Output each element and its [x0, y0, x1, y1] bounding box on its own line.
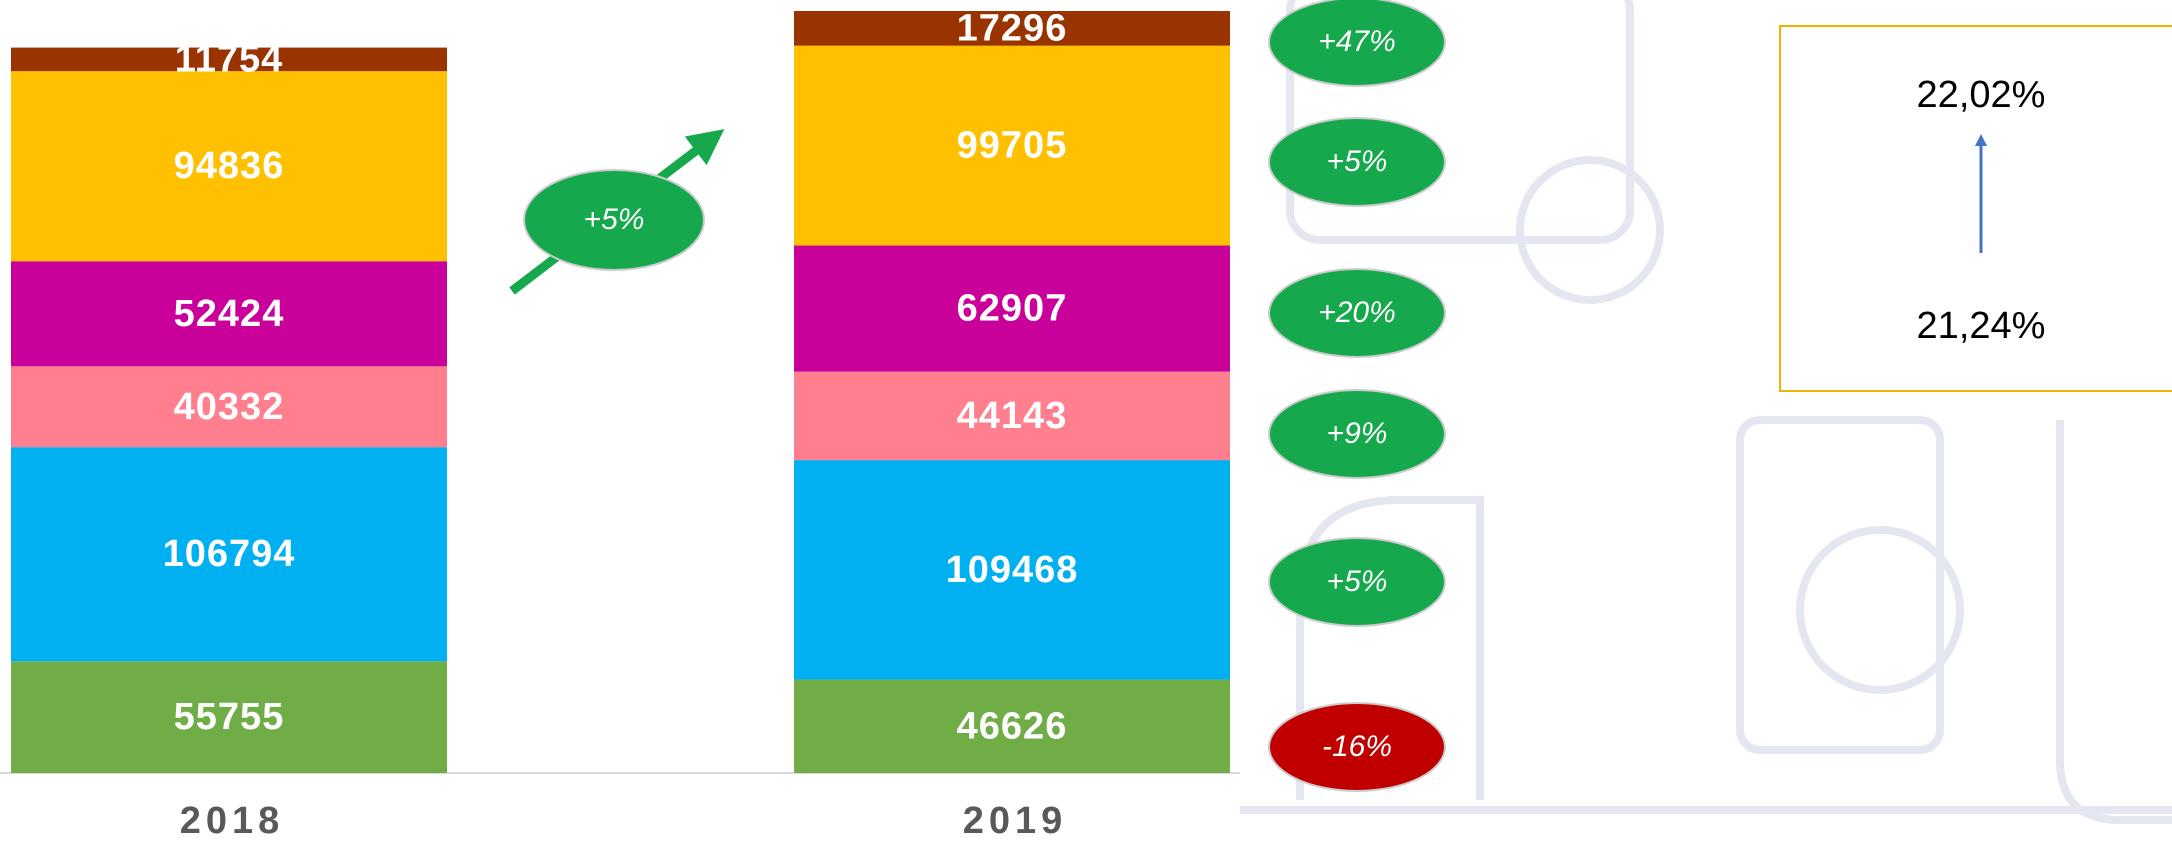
change-label: +5% [1327, 145, 1388, 178]
change-badge [1268, 0, 1446, 87]
data-label: 94836 [174, 145, 285, 187]
data-label: 46626 [957, 705, 1068, 747]
change-label: +5% [1327, 565, 1388, 598]
bar-segment [11, 47, 447, 72]
change-label: +9% [1327, 417, 1388, 450]
bar-segment [794, 45, 1230, 246]
data-label: 109468 [946, 549, 1079, 591]
change-badge [1268, 702, 1446, 792]
change-badge [1268, 117, 1446, 207]
bar-segment [794, 460, 1230, 680]
change-label: +47% [1318, 25, 1396, 58]
data-label: 52424 [174, 293, 285, 335]
data-label: 44143 [957, 395, 1068, 437]
bar-segment [11, 366, 447, 448]
x-tick-label: 2019 [963, 800, 1068, 842]
change-badge [1268, 389, 1446, 479]
bar-segment [794, 11, 1230, 46]
data-label: 62907 [957, 288, 1068, 330]
x-tick-label: 2018 [180, 800, 285, 842]
data-label: 40332 [174, 386, 285, 428]
data-label: 11754 [175, 38, 284, 80]
data-label: 106794 [163, 533, 296, 575]
change-badge [1268, 537, 1446, 627]
data-label: 99705 [957, 125, 1068, 167]
total-change-label: +5% [584, 203, 645, 236]
bar-segment [794, 371, 1230, 461]
bar-segment [794, 245, 1230, 372]
bar-segment [11, 261, 447, 367]
share-from: 21,24% [1917, 305, 2046, 347]
change-label: -16% [1322, 730, 1392, 763]
bar-segment [11, 71, 447, 262]
total-change-badge [523, 169, 705, 271]
bar-segment [11, 661, 447, 773]
change-badge [1268, 268, 1446, 358]
data-label: 17296 [957, 7, 1068, 49]
share-to: 22,02% [1917, 74, 2046, 116]
change-label: +20% [1318, 296, 1396, 329]
bar-segment [794, 679, 1230, 773]
data-label: 55755 [174, 696, 285, 738]
bar-segment [11, 447, 447, 662]
share-box [1779, 25, 2172, 392]
